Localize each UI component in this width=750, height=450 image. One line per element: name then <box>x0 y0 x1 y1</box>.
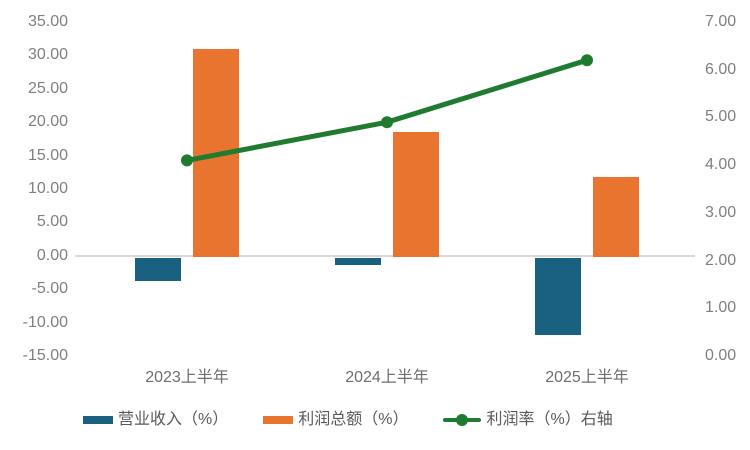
revenue-bar-2025 <box>535 257 581 336</box>
legend-label: 营业收入（%） <box>118 411 229 428</box>
left-axis-tick: 25.00 <box>27 79 68 97</box>
legend-label: 利润率（%）右轴 <box>486 411 613 428</box>
revenue-bar-2024 <box>335 257 381 266</box>
right-axis-tick: 5.00 <box>705 108 737 126</box>
profit-margin-point-2025 <box>581 54 593 67</box>
legend-swatch-revenue <box>83 416 113 424</box>
right-axis-tick: 0.00 <box>705 347 737 364</box>
left-axis-tick: 30.00 <box>27 46 68 64</box>
total-profit-bar-2024 <box>393 132 439 257</box>
left-axis-tick: 0.00 <box>36 246 68 264</box>
left-axis-tick: -15.00 <box>22 347 68 364</box>
left-axis-tick: 5.00 <box>36 213 68 231</box>
right-axis-tick: 1.00 <box>705 299 737 317</box>
legend-line-marker-icon <box>443 414 482 427</box>
right-axis-tick: 7.00 <box>705 13 737 30</box>
left-axis-tick: 10.00 <box>27 180 68 197</box>
total-profit-bar-2025 <box>593 177 639 257</box>
profit-margin-line <box>184 57 590 163</box>
profit-margin-point-2023 <box>181 154 193 167</box>
left-axis-tick: -10.00 <box>22 313 68 331</box>
legend-item-profit-margin: 利润率（%）右轴 <box>443 411 613 429</box>
legend-item-total-profit: 利润总额（%） <box>263 411 408 429</box>
left-axis-tick: 35.00 <box>27 13 68 30</box>
right-axis-tick: 2.00 <box>705 251 737 269</box>
left-axis-tick: 15.00 <box>27 146 68 164</box>
revenue-bar-2023 <box>135 257 181 282</box>
right-axis-tick: 4.00 <box>705 156 737 174</box>
zero-gridline <box>75 254 695 257</box>
legend-label: 利润总额（%） <box>298 411 409 428</box>
total-profit-bar-2023 <box>193 49 239 257</box>
legend-item-revenue: 营业收入（%） <box>83 411 228 429</box>
left-axis-tick: 20.00 <box>27 113 68 131</box>
x-axis-label-2025: 2025上半年 <box>545 369 629 386</box>
left-axis-tick: -5.00 <box>31 280 68 298</box>
right-axis-tick: 3.00 <box>705 203 737 221</box>
profit-margin-point-2024 <box>381 116 393 129</box>
x-axis-label-2023: 2023上半年 <box>145 369 229 386</box>
x-axis-label-2024: 2024上半年 <box>345 369 429 386</box>
right-axis-tick: 6.00 <box>705 60 737 78</box>
legend-dot-icon <box>456 414 469 426</box>
legend-swatch-total-profit <box>263 416 294 424</box>
chart-legend: 营业收入（%） 利润总额（%） 利润率（%）右轴 <box>83 411 613 429</box>
